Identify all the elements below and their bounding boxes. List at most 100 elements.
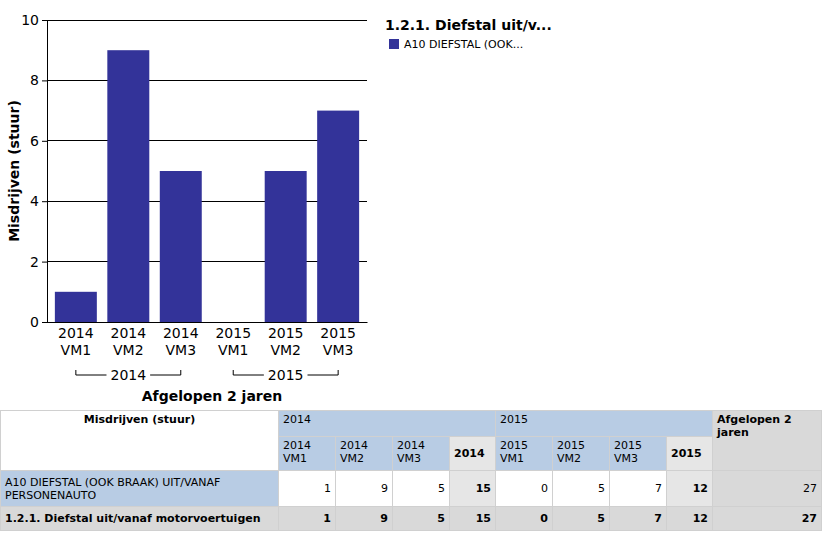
subheader: 2015 VM3 xyxy=(610,437,667,471)
cell: 7 xyxy=(610,471,667,507)
x-tick: 2014VM2 xyxy=(110,322,146,358)
row-label: 1.2.1. Diefstal uit/vanaf motorvoertuige… xyxy=(1,507,279,531)
y-tick-mark xyxy=(42,201,47,202)
bar xyxy=(160,171,202,322)
cell: 5 xyxy=(553,471,610,507)
cell: 5 xyxy=(553,507,610,531)
cell: 15 xyxy=(450,471,496,507)
y-tick-label: 8 xyxy=(30,72,39,88)
y-tick: 10 xyxy=(21,12,47,28)
cell: 5 xyxy=(393,471,450,507)
x-tick-label-line: VM3 xyxy=(165,342,196,358)
bar xyxy=(212,322,254,323)
legend-label: A10 DIEFSTAL (OOK... xyxy=(404,38,523,51)
cell: 1 xyxy=(279,507,336,531)
chart-title: 1.2.1. Diefstal uit/v... xyxy=(385,17,552,33)
x-tick-label-line: 2014 xyxy=(110,325,146,341)
group-label: 2015 xyxy=(268,367,304,383)
bar xyxy=(55,292,97,322)
cell: 12 xyxy=(667,507,713,531)
bars xyxy=(55,50,359,322)
x-tick: 2014VM3 xyxy=(163,322,199,358)
x-tick-label-line: VM1 xyxy=(61,342,92,358)
y-tick-label: 2 xyxy=(30,254,39,270)
y-tick-label: 10 xyxy=(21,12,39,28)
cell: 7 xyxy=(610,507,667,531)
y-tick-mark xyxy=(42,262,47,263)
subheader: 2014 VM2 xyxy=(336,437,393,471)
grid-line xyxy=(47,20,367,21)
y-tick-mark xyxy=(42,20,47,21)
cell: 1 xyxy=(279,471,336,507)
y-tick: 6 xyxy=(30,133,47,149)
y-axis: 0 2 4 6 8 10 xyxy=(21,12,47,330)
x-tick-label-line: VM3 xyxy=(323,342,354,358)
x-tick-label-line: 2015 xyxy=(215,325,251,341)
x-axis-line xyxy=(48,322,368,323)
cell: 9 xyxy=(336,507,393,531)
x-tick-label-line: 2014 xyxy=(163,325,199,341)
cell: 27 xyxy=(713,507,822,531)
group-bracket xyxy=(76,370,181,375)
x-tick-label-line: 2014 xyxy=(58,325,94,341)
x-tick-label: 2014VM3 xyxy=(163,325,199,359)
subheader: 2014 xyxy=(450,437,496,471)
y-tick-mark xyxy=(42,141,47,142)
x-tick-label: 2014VM1 xyxy=(58,325,94,359)
legend: A10 DIEFSTAL (OOK... xyxy=(389,38,523,51)
header-row: Misdrijven (stuur)20142015Afgelopen 2 ja… xyxy=(1,411,822,437)
data-table: Misdrijven (stuur)20142015Afgelopen 2 ja… xyxy=(0,410,822,531)
cell: 12 xyxy=(667,471,713,507)
cell: 27 xyxy=(713,471,822,507)
x-tick: 2014VM1 xyxy=(58,322,94,358)
x-tick-label: 2015VM2 xyxy=(268,325,304,359)
cell: 15 xyxy=(450,507,496,531)
bar xyxy=(265,171,307,322)
y-tick-mark xyxy=(42,80,47,81)
legend-swatch xyxy=(389,39,399,49)
data-row: A10 DIEFSTAL (OOK BRAAK) UIT/VANAF PERSO… xyxy=(1,471,822,507)
x-axis: 2014VM12014VM22014VM32015VM12015VM22015V… xyxy=(48,322,368,358)
subheader: 2015 VM2 xyxy=(553,437,610,471)
group-label: 2014 xyxy=(110,367,146,383)
data-row: 1.2.1. Diefstal uit/vanaf motorvoertuige… xyxy=(1,507,822,531)
total-header: Afgelopen 2 jaren xyxy=(713,411,822,471)
y-tick-label: 4 xyxy=(30,193,39,209)
x-tick-label: 2015VM3 xyxy=(320,325,356,359)
x-tick: 2015VM3 xyxy=(320,322,356,358)
subheader: 2015 VM1 xyxy=(496,437,553,471)
x-tick: 2015VM1 xyxy=(215,322,251,358)
bar xyxy=(317,111,359,322)
group-header: 2014 xyxy=(279,411,496,437)
y-axis-title: Misdrijven (stuur) xyxy=(6,100,22,242)
corner-header: Misdrijven (stuur) xyxy=(1,411,279,471)
y-tick-label: 6 xyxy=(30,133,39,149)
x-tick: 2015VM2 xyxy=(268,322,304,358)
x-tick-label-line: VM2 xyxy=(113,342,144,358)
group-labels: 2014 2015 xyxy=(76,367,338,383)
grid-line xyxy=(47,80,367,81)
y-axis-line xyxy=(42,21,48,323)
subheader: 2014 VM3 xyxy=(393,437,450,471)
cell: 9 xyxy=(336,471,393,507)
y-tick: 4 xyxy=(30,193,47,209)
subheader: 2014 VM1 xyxy=(279,437,336,471)
x-tick-label: 2014VM2 xyxy=(110,325,146,359)
y-tick-label: 0 xyxy=(30,314,39,330)
bar xyxy=(107,50,149,322)
x-axis-title: Afgelopen 2 jaren xyxy=(142,388,282,404)
y-tick: 2 xyxy=(30,254,47,270)
y-tick: 8 xyxy=(30,72,47,88)
cell: 0 xyxy=(496,507,553,531)
x-tick-label-line: 2015 xyxy=(320,325,356,341)
subheader: 2015 xyxy=(667,437,713,471)
y-tick: 0 xyxy=(30,314,47,330)
x-tick-label-line: 2015 xyxy=(268,325,304,341)
row-label: A10 DIEFSTAL (OOK BRAAK) UIT/VANAF PERSO… xyxy=(1,471,279,507)
x-tick-label: 2015VM1 xyxy=(215,325,251,359)
group-bracket xyxy=(233,370,338,375)
grid xyxy=(47,20,367,322)
y-tick-mark xyxy=(42,322,47,323)
group-header: 2015 xyxy=(496,411,713,437)
x-tick-label-line: VM1 xyxy=(218,342,249,358)
